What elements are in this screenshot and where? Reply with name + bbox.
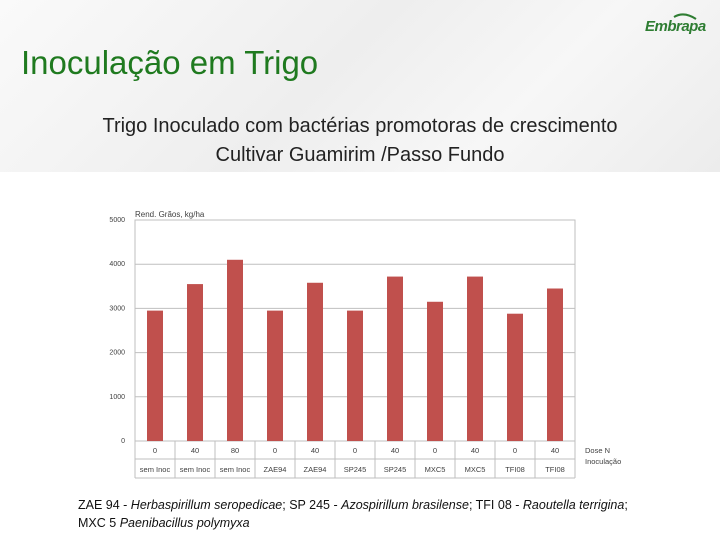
x-tick-label-dose: 0 bbox=[353, 446, 357, 455]
x-tick-label-inoculacao: SP245 bbox=[344, 465, 367, 474]
header-band bbox=[0, 0, 720, 172]
x-tick-label-dose: 0 bbox=[153, 446, 157, 455]
subtitle-line-2: Cultivar Guamirim /Passo Fundo bbox=[215, 144, 505, 166]
x-tick-label-inoculacao: TFI08 bbox=[545, 465, 565, 474]
x-tick-label-dose: 40 bbox=[471, 446, 479, 455]
x-tick-label-inoculacao: TFI08 bbox=[505, 465, 525, 474]
x-tick-label-dose: 80 bbox=[231, 446, 239, 455]
x-tick-label-inoculacao: ZAE94 bbox=[264, 465, 287, 474]
caption-species: Azospirillum brasilense bbox=[341, 498, 469, 512]
y-tick-label: 5000 bbox=[109, 217, 125, 224]
y-tick-label: 2000 bbox=[109, 350, 125, 357]
y-tick-label: 3000 bbox=[109, 305, 125, 312]
x-tick-label-dose: 40 bbox=[391, 446, 399, 455]
x-tick-label-dose: 40 bbox=[551, 446, 559, 455]
caption-text: MXC 5 bbox=[78, 516, 120, 530]
bar bbox=[347, 310, 363, 441]
caption-text: ZAE 94 - bbox=[78, 498, 131, 512]
x-tick-label-dose: 0 bbox=[433, 446, 437, 455]
y-tick-label: 1000 bbox=[109, 394, 125, 401]
logo-swoosh-icon bbox=[673, 13, 697, 20]
bar bbox=[267, 310, 283, 441]
x-tick-label-inoculacao: MXC5 bbox=[425, 465, 446, 474]
bar bbox=[467, 276, 483, 441]
caption-line-2: MXC 5 Paenibacillus polymyxa bbox=[78, 514, 678, 532]
x-tick-label-inoculacao: sem Inoc bbox=[220, 465, 251, 474]
subtitle-line-1: Trigo Inoculado com bactérias promotoras… bbox=[102, 115, 618, 137]
page-title: Inoculação em Trigo bbox=[21, 44, 319, 81]
caption-species: Herbaspirillum seropedicae bbox=[130, 498, 283, 512]
slide-subtitle: Trigo Inoculado com bactérias promotoras… bbox=[0, 112, 720, 170]
bar bbox=[147, 310, 163, 441]
bar bbox=[227, 259, 243, 441]
x-tick-label-dose: 40 bbox=[311, 446, 319, 455]
x-tick-label-inoculacao: SP245 bbox=[384, 465, 407, 474]
caption-species: Paenibacillus polymyxa bbox=[119, 516, 250, 530]
bar bbox=[187, 284, 203, 441]
species-caption: ZAE 94 - Herbaspirillum seropedicae; SP … bbox=[78, 496, 678, 532]
bar bbox=[427, 301, 443, 441]
x-tick-label-dose: 40 bbox=[191, 446, 199, 455]
caption-text: ; bbox=[624, 498, 628, 512]
bar bbox=[307, 282, 323, 441]
bar bbox=[507, 313, 523, 441]
bar bbox=[387, 276, 403, 441]
x-tick-label-inoculacao: MXC5 bbox=[465, 465, 486, 474]
x-tick-label-inoculacao: ZAE94 bbox=[304, 465, 327, 474]
caption-line-1: ZAE 94 - Herbaspirillum seropedicae; SP … bbox=[78, 496, 678, 514]
x-tick-label-inoculacao: sem Inoc bbox=[180, 465, 211, 474]
y-tick-label: 0 bbox=[121, 438, 125, 445]
x-axis-row1-label: Dose N bbox=[585, 446, 610, 455]
bar-chart: 0 1000 2000 3000 4000 5000 Rend. Grãos, kg/ha 0… bbox=[95, 200, 635, 485]
embrapa-logo: Embrapa bbox=[644, 13, 706, 37]
logo-text: Embrapa bbox=[645, 18, 706, 35]
x-tick-label-dose: 0 bbox=[513, 446, 517, 455]
caption-text: ; SP 245 - bbox=[282, 498, 342, 512]
x-axis-row2-label: Inoculação bbox=[585, 457, 621, 466]
x-tick-label-dose: 0 bbox=[273, 446, 277, 455]
chart-title: Rend. Grãos, kg/ha bbox=[135, 210, 205, 219]
bar bbox=[547, 288, 563, 441]
x-tick-label-inoculacao: sem Inoc bbox=[140, 465, 171, 474]
caption-text: ; TFI 08 - bbox=[468, 498, 523, 512]
caption-species: Raoutella terrigina bbox=[522, 498, 625, 512]
y-tick-label: 4000 bbox=[109, 261, 125, 268]
